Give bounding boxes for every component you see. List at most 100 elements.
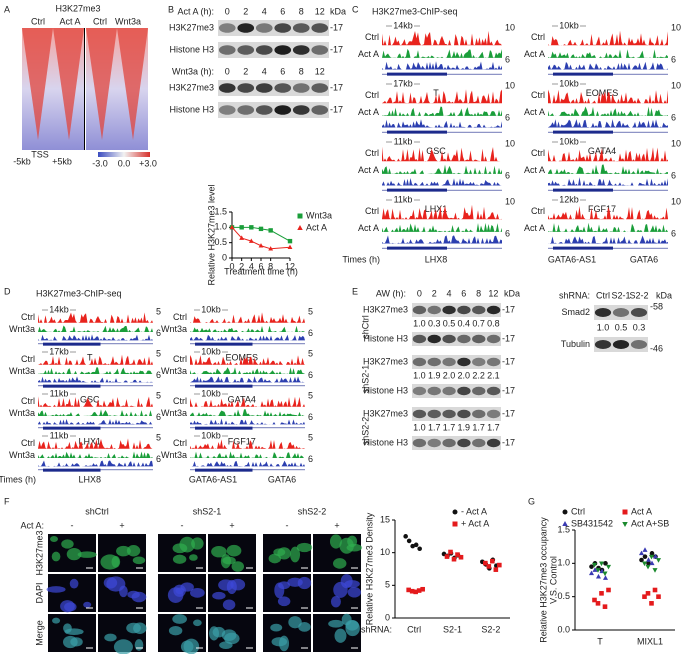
track <box>190 325 305 332</box>
column-label: Act A <box>59 16 80 26</box>
column-label: Wnt3a <box>115 16 141 26</box>
cell-colony <box>329 534 342 549</box>
track <box>382 204 502 220</box>
y-tick-label: 1.5 <box>557 524 570 534</box>
blot-band <box>292 83 310 93</box>
label: Ctrl <box>596 290 610 300</box>
label: T <box>87 352 93 362</box>
point <box>645 557 652 562</box>
label: Ctrl <box>365 206 379 216</box>
label: 17kb <box>49 346 69 356</box>
blot-band <box>442 334 456 344</box>
label: 10 <box>671 138 681 148</box>
track <box>382 177 502 186</box>
label: LHX8 <box>78 474 101 484</box>
heatmap-title: H3K27me3 <box>55 3 100 13</box>
track <box>38 312 153 323</box>
label: -17 <box>502 356 515 366</box>
track <box>382 48 502 58</box>
blot-band <box>427 438 441 448</box>
point <box>562 509 568 515</box>
label: 5 <box>156 348 161 358</box>
cell-colony <box>220 554 231 569</box>
track <box>38 396 153 407</box>
heatmap-peak <box>53 28 84 140</box>
track <box>38 334 153 341</box>
blot-band <box>472 305 486 315</box>
blot-band <box>412 409 427 419</box>
blot-band <box>274 45 292 55</box>
blot-band <box>486 305 501 315</box>
track <box>190 418 305 425</box>
blot-band <box>292 105 310 115</box>
label: kDa <box>330 6 346 16</box>
blot-band <box>594 308 612 317</box>
point <box>602 571 608 577</box>
label: EOMES <box>586 88 619 98</box>
blot-band <box>274 105 292 115</box>
cell-colony <box>288 616 302 629</box>
blot-band <box>218 83 236 93</box>
label: Act A <box>524 165 545 175</box>
label: Smad2 <box>561 307 590 317</box>
blot-band <box>594 340 612 349</box>
cell-colony <box>104 633 117 642</box>
label: EOMES <box>225 352 258 362</box>
label: GSC <box>80 394 100 404</box>
cell-colony <box>209 626 220 641</box>
cell-colony <box>63 623 72 634</box>
point <box>406 538 412 544</box>
blot-band <box>486 438 501 448</box>
label: 11kb <box>50 388 69 398</box>
track <box>548 30 668 46</box>
blot-band <box>311 23 329 33</box>
track <box>548 147 668 162</box>
y-tick-label: 0.5 <box>214 237 227 247</box>
cell-colony <box>133 622 147 634</box>
cell-colony <box>334 628 347 643</box>
cell-colony <box>290 546 301 563</box>
label: -3.0 <box>92 158 108 168</box>
blot-band <box>274 83 292 93</box>
label: 1.7 <box>443 422 456 432</box>
gene-model <box>195 384 253 388</box>
point <box>642 554 648 559</box>
label: S2-1 <box>611 290 630 300</box>
label: 10kb <box>559 78 579 88</box>
label: Histone H3 <box>363 437 408 447</box>
point <box>452 521 458 527</box>
point <box>599 591 604 596</box>
label: - <box>71 520 74 530</box>
blot-band <box>486 386 501 396</box>
track <box>382 30 502 46</box>
point <box>646 561 651 566</box>
point <box>297 213 303 219</box>
label: AW (h): <box>376 288 406 298</box>
cell-colony <box>69 578 79 589</box>
y-tick-label: 5 <box>385 580 390 590</box>
label: -17 <box>330 44 343 54</box>
panel-label: C <box>352 4 359 14</box>
cell-colony <box>179 536 195 553</box>
track <box>190 460 305 467</box>
label: shRNA: <box>361 624 392 634</box>
point <box>416 588 422 593</box>
label: 0 <box>417 288 422 298</box>
cell-colony <box>212 591 226 600</box>
label: Act A <box>358 223 379 233</box>
label: Ctrl <box>173 438 187 448</box>
point <box>603 561 608 566</box>
point <box>248 238 254 243</box>
blot-band <box>311 105 329 115</box>
point <box>622 522 628 527</box>
track <box>190 376 305 383</box>
point <box>413 589 418 595</box>
label: -17 <box>502 333 515 343</box>
legend-label: + Act A <box>461 518 489 528</box>
blot-band <box>274 23 292 33</box>
point <box>649 551 655 556</box>
label: 5 <box>308 306 313 316</box>
label: Act A <box>524 49 545 59</box>
cell-colony <box>231 561 245 572</box>
scale-bg <box>48 432 70 440</box>
